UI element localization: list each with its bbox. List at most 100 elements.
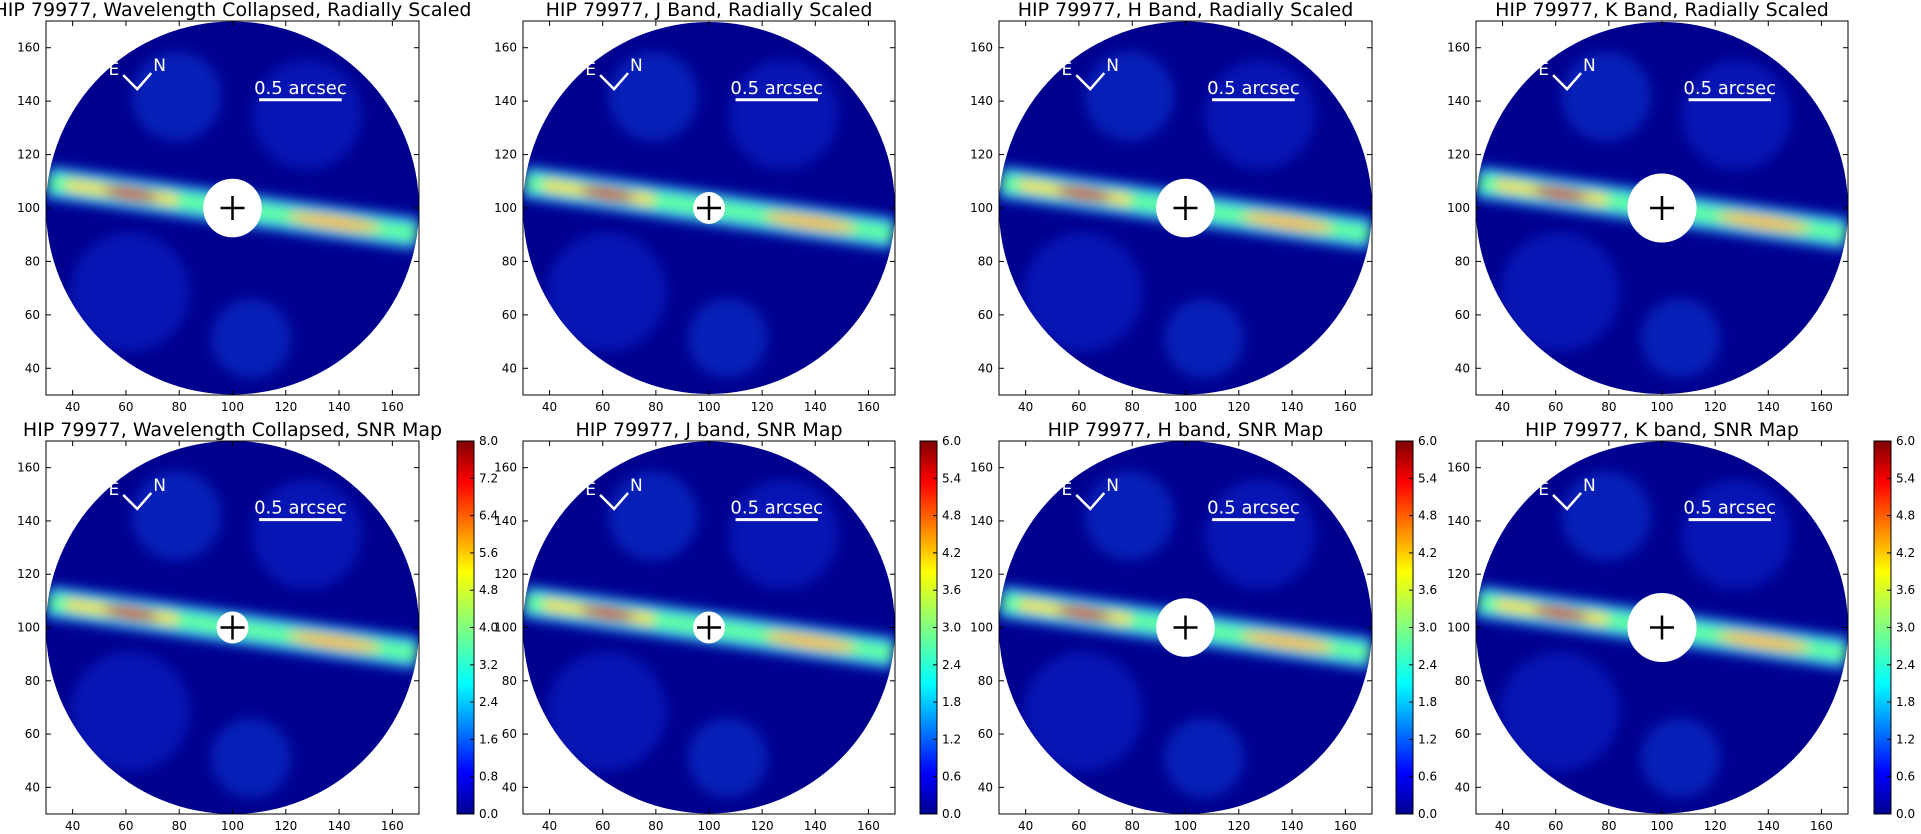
y-tick-label: 80 [1455, 674, 1470, 688]
y-tick-label: 40 [502, 361, 517, 375]
y-tick-label: 40 [1455, 780, 1470, 794]
y-tick-label: 160 [970, 461, 993, 475]
y-tick-label: 80 [1455, 254, 1470, 268]
noise-patch [252, 479, 363, 590]
colorbar-tick-label: 5.4 [1418, 471, 1437, 485]
x-tick-label: 40 [542, 819, 557, 833]
panel-8: HIP 79977, K band, SNR Map E N 0.5 arcsec 40… [1447, 419, 1915, 833]
disk-bright-right [764, 632, 857, 651]
panel-title: HIP 79977, H band, SNR Map [1048, 419, 1324, 441]
scale-bar-label: 0.5 arcsec [1207, 498, 1300, 519]
noise-patch [1499, 231, 1620, 352]
y-tick-label: 120 [1447, 567, 1470, 581]
y-tick-label: 60 [978, 308, 993, 322]
y-tick-label: 100 [970, 201, 993, 215]
y-tick-label: 40 [25, 780, 40, 794]
panel-6: HIP 79977, J band, SNR Map E N 0.5 arcsec 40… [494, 419, 961, 833]
x-tick-label: 40 [1018, 400, 1033, 414]
x-tick-label: 160 [381, 819, 404, 833]
y-tick-label: 120 [17, 567, 40, 581]
noise-patch [131, 470, 222, 561]
x-tick-label: 120 [1704, 400, 1727, 414]
noise-patch [1640, 717, 1721, 798]
x-tick-label: 120 [1227, 400, 1250, 414]
noise-patch [1084, 51, 1175, 142]
x-tick-label: 80 [172, 400, 187, 414]
colorbar-tick-label: 4.2 [1418, 546, 1437, 560]
x-tick-label: 60 [1548, 819, 1563, 833]
y-tick-label: 140 [494, 94, 517, 108]
x-tick-label: 160 [857, 819, 880, 833]
y-tick-label: 140 [970, 514, 993, 528]
colorbar-tick-label: 3.6 [1896, 583, 1915, 597]
compass-arrows [1552, 492, 1582, 511]
colorbar-tick-label: 4.0 [479, 621, 498, 635]
noise-patch [69, 651, 190, 772]
colorbar-tick-label: 7.2 [479, 471, 498, 485]
colorbar-tick-label: 5.4 [1896, 471, 1915, 485]
panel-title: HIP 79977, J Band, Radially Scaled [546, 0, 873, 21]
y-tick-label: 40 [502, 780, 517, 794]
y-tick-label: 40 [25, 361, 40, 375]
x-tick-label: 140 [804, 819, 827, 833]
noise-patch [546, 231, 667, 352]
scale-bar-label: 0.5 arcsec [730, 78, 823, 99]
disk-bright-right [287, 632, 381, 651]
compass-north-label: N [1583, 476, 1596, 496]
scale-bar-label: 0.5 arcsec [254, 78, 347, 99]
y-tick-label: 120 [17, 148, 40, 162]
x-tick-label: 100 [1651, 400, 1674, 414]
colorbar-tick-label: 0.0 [942, 807, 961, 821]
noise-patch [728, 479, 839, 590]
colorbar-tick-label: 5.4 [942, 471, 961, 485]
scale-bar-label: 0.5 arcsec [1683, 498, 1776, 519]
colorbar-tick-label: 6.0 [1418, 434, 1437, 448]
x-tick-label: 40 [1495, 819, 1510, 833]
y-tick-label: 80 [978, 674, 993, 688]
compass-arrows [599, 72, 629, 91]
compass-east-label: E [1538, 60, 1549, 80]
noise-patch [1205, 479, 1316, 590]
x-tick-label: 120 [1704, 819, 1727, 833]
image-field [46, 441, 419, 814]
disk-peak-left [1056, 186, 1112, 201]
compass-north-label: N [1106, 56, 1119, 76]
y-tick-label: 100 [17, 201, 40, 215]
y-tick-label: 60 [978, 727, 993, 741]
y-tick-label: 80 [978, 254, 993, 268]
colorbar-tick-label: 4.2 [1896, 546, 1915, 560]
noise-patch [1499, 651, 1620, 772]
x-tick-label: 100 [1174, 400, 1197, 414]
y-tick-label: 60 [502, 308, 517, 322]
x-tick-label: 60 [1071, 400, 1086, 414]
y-tick-label: 140 [1447, 94, 1470, 108]
y-tick-label: 40 [1455, 361, 1470, 375]
colorbar-tick-label: 1.8 [942, 695, 961, 709]
compass-arrows [1075, 492, 1106, 511]
panel-4: HIP 79977, K Band, Radially Scaled E N 0.5 … [1447, 0, 1849, 414]
panel-2: HIP 79977, J Band, Radially Scaled E N 0.5 … [494, 0, 896, 414]
y-tick-label: 40 [978, 780, 993, 794]
colorbar-tick-label: 4.2 [942, 546, 961, 560]
x-tick-label: 60 [118, 400, 133, 414]
panel-title: HIP 79977, H Band, Radially Scaled [1018, 0, 1354, 21]
y-tick-label: 60 [25, 727, 40, 741]
colorbar-tick-label: 4.8 [942, 509, 961, 523]
y-tick-label: 80 [25, 254, 40, 268]
colorbar-tick-label: 3.6 [1418, 583, 1437, 597]
colorbar-tick-label: 0.6 [1896, 770, 1915, 784]
x-tick-label: 140 [1281, 400, 1304, 414]
y-tick-label: 80 [502, 674, 517, 688]
y-tick-label: 160 [494, 461, 517, 475]
disk-bright-right [1240, 213, 1334, 232]
x-tick-label: 120 [751, 819, 774, 833]
colorbar-tick-label: 1.6 [479, 732, 498, 746]
disk-bright-right [1240, 632, 1334, 651]
noise-patch [69, 231, 190, 352]
x-tick-label: 140 [1281, 819, 1304, 833]
noise-patch [728, 60, 839, 170]
panel-title: HIP 79977, Wavelength Collapsed, Radiall… [0, 0, 471, 21]
x-tick-label: 160 [1334, 819, 1357, 833]
compass-arrows [599, 492, 629, 511]
y-tick-label: 160 [970, 41, 993, 55]
